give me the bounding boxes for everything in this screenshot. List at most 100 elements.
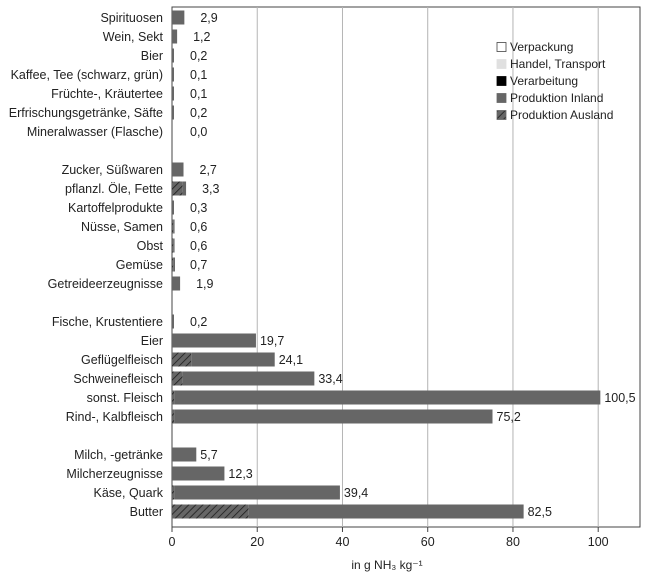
category-label: Erfrischungsgetränke, Säfte — [9, 106, 163, 120]
category-label: Bier — [141, 49, 163, 63]
value-label: 1,2 — [193, 30, 210, 44]
category-label: Wein, Sekt — [103, 30, 164, 44]
bar-segment-produktion-ausland — [172, 219, 174, 234]
category-label: Mineralwasser (Flasche) — [27, 125, 163, 139]
x-tick-label: 100 — [588, 535, 609, 549]
bar-segment-produktion-inland — [174, 390, 601, 405]
category-label: Getreideerzeugnisse — [48, 277, 163, 291]
category-label: Zucker, Süßwaren — [62, 163, 163, 177]
value-label: 0,0 — [190, 125, 207, 139]
category-labels: Spirituosen Wein, Sekt Bier Kaffee, Tee (sc… — [9, 11, 164, 519]
legend-swatch — [496, 42, 507, 52]
x-tick-label: 40 — [336, 535, 350, 549]
value-label: 0,7 — [190, 258, 207, 272]
bar-segment-produktion-ausland — [172, 181, 183, 196]
value-label: 82,5 — [528, 505, 552, 519]
bar-segment-produktion-ausland — [172, 504, 249, 519]
legend-label: Produktion Inland — [510, 91, 603, 105]
category-label: Kaffee, Tee (schwarz, grün) — [11, 68, 163, 82]
category-label: Milcherzeugnisse — [66, 467, 163, 481]
legend-label: Verpackung — [510, 40, 573, 54]
category-label: Spirituosen — [100, 11, 163, 25]
value-label: 33,4 — [318, 372, 342, 386]
value-label: 0,1 — [190, 68, 207, 82]
category-label: Milch, -getränke — [74, 448, 163, 462]
bar-segment-produktion-inland — [172, 10, 185, 25]
legend: Verpackung Handel, Transport Verarbeitung P… — [496, 40, 613, 122]
bar-segment-produktion-inland — [172, 48, 174, 63]
category-label: Obst — [137, 239, 164, 253]
x-tick-label: 80 — [506, 535, 520, 549]
bar-segment-produktion-inland — [173, 257, 175, 272]
legend-label: Verarbeitung — [510, 74, 578, 88]
legend-swatch — [496, 110, 507, 120]
legend-swatch — [496, 76, 507, 86]
bar-segment-produktion-ausland — [172, 352, 192, 367]
value-label: 1,9 — [196, 277, 213, 291]
bar-segment-produktion-inland — [172, 276, 181, 291]
value-label: 12,3 — [228, 467, 252, 481]
category-label: Fische, Krustentiere — [52, 315, 163, 329]
category-label: Eier — [141, 334, 163, 348]
bar-segment-produktion-ausland — [172, 238, 174, 253]
x-axis-title: in g NH₃ kg⁻¹ — [351, 558, 422, 572]
value-label: 39,4 — [344, 486, 368, 500]
bar-segment-produktion-inland — [172, 447, 197, 462]
bar-segment-produktion-inland — [172, 86, 174, 101]
bar-series — [172, 10, 601, 519]
bar-segment-produktion-inland — [248, 504, 524, 519]
category-label: Geflügelfleisch — [81, 353, 163, 367]
category-label: Früchte-, Kräutertee — [51, 87, 163, 101]
value-label: 2,9 — [200, 11, 217, 25]
value-label: 0,1 — [190, 87, 207, 101]
value-label: 0,2 — [190, 315, 207, 329]
bar-segment-produktion-inland — [172, 162, 184, 177]
value-label: 0,2 — [190, 106, 207, 120]
bar-segment-produktion-inland — [191, 352, 275, 367]
bar-segment-produktion-ausland — [172, 371, 183, 386]
bar-segment-produktion-inland — [172, 314, 174, 329]
bar-segment-produktion-inland — [173, 219, 175, 234]
value-labels: 2,9 1,2 0,2 0,1 0,1 0,2 0,0 2,7 3,3 0,3 0,6 0,6 0,7 1… — [190, 11, 636, 519]
value-label: 3,3 — [202, 182, 219, 196]
x-tick-label: 20 — [250, 535, 264, 549]
bar-segment-produktion-inland — [172, 67, 174, 82]
category-label: Rind-, Kalbfleisch — [66, 410, 163, 424]
bar-segment-produktion-ausland — [172, 390, 175, 405]
bar-segment-produktion-inland — [172, 333, 256, 348]
value-label: 0,3 — [190, 201, 207, 215]
legend-label: Handel, Transport — [510, 57, 606, 71]
bar-segment-produktion-inland — [172, 29, 178, 44]
bar-segment-produktion-inland — [182, 371, 315, 386]
bar-segment-produktion-ausland — [172, 409, 175, 424]
category-label: sonst. Fleisch — [87, 391, 163, 405]
value-label: 100,5 — [604, 391, 635, 405]
bar-segment-produktion-ausland — [172, 485, 175, 500]
category-label: Nüsse, Samen — [81, 220, 163, 234]
x-tick-label: 0 — [169, 535, 176, 549]
bar-segment-produktion-ausland — [172, 257, 174, 272]
value-label: 0,6 — [190, 239, 207, 253]
category-label: pflanzl. Öle, Fette — [65, 182, 163, 196]
value-label: 24,1 — [279, 353, 303, 367]
category-label: Käse, Quark — [94, 486, 164, 500]
category-label: Kartoffelprodukte — [68, 201, 163, 215]
gridlines — [256, 7, 599, 527]
value-label: 75,2 — [497, 410, 521, 424]
bar-segment-produktion-inland — [174, 485, 340, 500]
bar-segment-produktion-inland — [182, 181, 187, 196]
category-label: Schweinefleisch — [73, 372, 163, 386]
bar-segment-produktion-inland — [173, 238, 175, 253]
value-label: 19,7 — [260, 334, 284, 348]
bar-segment-produktion-inland — [172, 200, 174, 215]
bar-segment-produktion-inland — [174, 409, 493, 424]
legend-label: Produktion Ausland — [510, 108, 613, 122]
x-axis-ticks: 0 20 40 60 80 100 — [169, 527, 609, 549]
legend-swatch — [496, 93, 507, 103]
bar-segment-produktion-inland — [172, 466, 225, 481]
value-label: 0,2 — [190, 49, 207, 63]
plot-frame — [171, 6, 641, 528]
legend-swatch — [496, 59, 507, 69]
category-label: Gemüse — [116, 258, 163, 272]
